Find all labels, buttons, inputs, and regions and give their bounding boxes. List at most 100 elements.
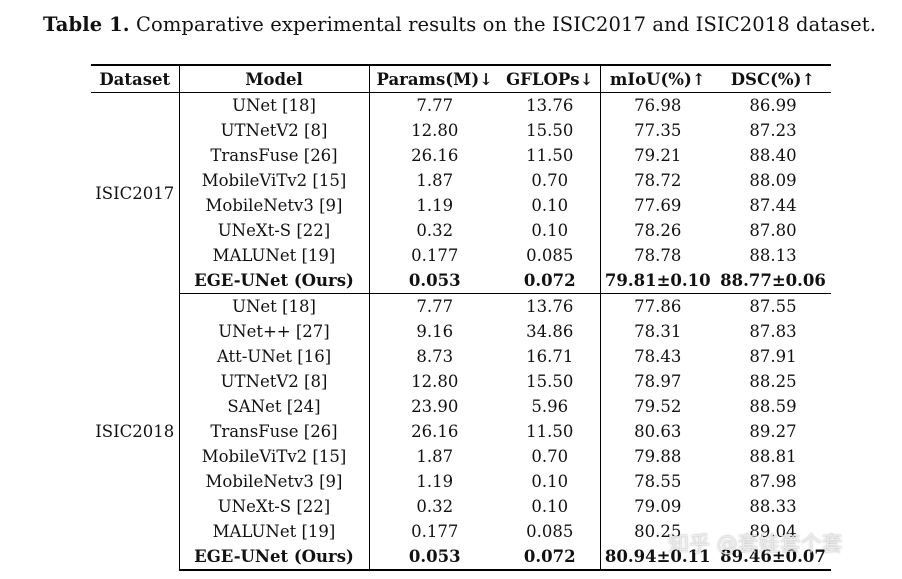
miou-cell: 80.25: [634, 522, 682, 541]
dsc-cell: 89.46±0.07: [715, 544, 831, 571]
table-row: MobileNetv3 [9] 1.19 0.10 78.55 87.98: [91, 469, 831, 494]
header-miou: mIoU(%)↑: [600, 64, 715, 93]
dsc-cell: 88.59: [749, 397, 797, 416]
miou-cell: 79.21: [634, 146, 682, 165]
miou-cell: 78.72: [634, 171, 682, 190]
dsc-cell: 88.13: [749, 246, 797, 265]
dsc-cell: 88.33: [749, 497, 797, 516]
miou-cell: 76.98: [634, 96, 682, 115]
model-cell: UTNetV2 [8]: [179, 369, 370, 394]
model-cell: UNet++ [27]: [179, 319, 370, 344]
dsc-cell: 87.55: [749, 297, 797, 316]
table-row: SANet [24] 23.90 5.96 79.52 88.59: [91, 394, 831, 419]
table-row: MobileNetv3 [9] 1.19 0.10 77.69 87.44: [91, 193, 831, 218]
dsc-cell: 87.23: [749, 121, 797, 140]
gflops-cell: 5.96: [500, 394, 601, 419]
dsc-cell: 87.80: [749, 221, 797, 240]
table-row: UNeXt-S [22] 0.32 0.10 78.26 87.80: [91, 218, 831, 243]
table-row: MALUNet [19] 0.177 0.085 78.78 88.13: [91, 243, 831, 268]
gflops-cell: 11.50: [500, 419, 601, 444]
params-cell: 12.80: [411, 121, 459, 140]
model-cell: MobileViTv2 [15]: [179, 168, 370, 193]
miou-cell: 80.94±0.11: [600, 544, 715, 571]
miou-cell: 78.31: [634, 322, 682, 341]
results-table-container: Dataset Model Params(M)↓ GFLOPs↓ mIoU(%)…: [91, 64, 831, 571]
miou-cell: 79.09: [634, 497, 682, 516]
dsc-cell: 88.77±0.06: [715, 268, 831, 294]
model-cell: MALUNet [19]: [179, 243, 370, 268]
model-cell: MALUNet [19]: [179, 519, 370, 544]
caption-text: Comparative experimental results on the …: [129, 13, 876, 36]
params-cell: 0.177: [411, 522, 459, 541]
dsc-cell: 86.99: [749, 96, 797, 115]
model-cell: UNet [18]: [179, 92, 370, 118]
dataset-cell: ISIC2017: [91, 92, 180, 294]
dsc-cell: 88.25: [749, 372, 797, 391]
gflops-cell: 0.10: [500, 494, 601, 519]
miou-cell: 79.88: [634, 447, 682, 466]
model-cell: MobileNetv3 [9]: [179, 469, 370, 494]
params-cell: 1.19: [416, 472, 454, 491]
model-cell: UNeXt-S [22]: [179, 494, 370, 519]
header-model: Model: [179, 64, 370, 93]
gflops-cell: 0.085: [500, 519, 601, 544]
table-row: ISIC2018 UNet [18] 7.77 13.76 77.86 87.55: [91, 293, 831, 570]
params-cell: 1.19: [416, 196, 454, 215]
table-row: UTNetV2 [8] 12.80 15.50 78.97 88.25: [91, 369, 831, 394]
dsc-cell: 87.44: [749, 196, 797, 215]
model-cell: UNeXt-S [22]: [179, 218, 370, 243]
dsc-cell: 88.81: [749, 447, 797, 466]
miou-cell: 77.69: [634, 196, 682, 215]
miou-cell: 80.63: [634, 422, 682, 441]
params-cell: 26.16: [411, 422, 459, 441]
miou-cell: 78.26: [634, 221, 682, 240]
table-row: EGE-UNet (Ours) 0.053 0.072 80.94±0.11 89.46…: [91, 544, 831, 571]
dsc-cell: 88.40: [749, 146, 797, 165]
table-caption: Table 1. Comparative experimental result…: [43, 13, 893, 36]
params-cell: 23.90: [411, 397, 459, 416]
model-cell: TransFuse [26]: [179, 419, 370, 444]
gflops-cell: 0.10: [500, 218, 601, 243]
gflops-cell: 13.76: [500, 92, 601, 118]
gflops-cell: 0.072: [500, 268, 601, 294]
miou-cell: 77.86: [634, 297, 682, 316]
params-cell: 0.32: [416, 497, 454, 516]
gflops-cell: 34.86: [500, 319, 601, 344]
header-row: Dataset Model Params(M)↓ GFLOPs↓ mIoU(%)…: [91, 64, 831, 93]
table-row: UTNetV2 [8] 12.80 15.50 77.35 87.23: [91, 118, 831, 143]
params-cell: 0.177: [411, 246, 459, 265]
model-cell: SANet [24]: [179, 394, 370, 419]
header-params: Params(M)↓: [369, 64, 500, 93]
params-cell: 12.80: [411, 372, 459, 391]
model-cell: EGE-UNet (Ours): [179, 268, 370, 294]
params-cell: 26.16: [411, 146, 459, 165]
results-table: Dataset Model Params(M)↓ GFLOPs↓ mIoU(%)…: [91, 64, 831, 571]
dataset-cell: ISIC2018: [91, 293, 180, 570]
params-cell: 7.77: [416, 96, 454, 115]
gflops-cell: 0.70: [500, 444, 601, 469]
miou-cell: 79.52: [634, 397, 682, 416]
gflops-cell: 0.10: [500, 193, 601, 218]
dsc-cell: 87.91: [749, 347, 797, 366]
gflops-cell: 0.072: [500, 544, 601, 571]
params-cell: 0.053: [369, 268, 500, 294]
gflops-cell: 15.50: [500, 369, 601, 394]
model-cell: Att-UNet [16]: [179, 344, 370, 369]
miou-cell: 78.55: [634, 472, 682, 491]
model-cell: MobileNetv3 [9]: [179, 193, 370, 218]
table-row: UNeXt-S [22] 0.32 0.10 79.09 88.33: [91, 494, 831, 519]
miou-cell: 78.78: [634, 246, 682, 265]
header-dsc: DSC(%)↑: [715, 64, 831, 93]
miou-cell: 79.81±0.10: [600, 268, 715, 294]
params-cell: 8.73: [416, 347, 454, 366]
params-cell: 0.32: [416, 221, 454, 240]
header-dataset: Dataset: [91, 64, 180, 93]
table-row: EGE-UNet (Ours) 0.053 0.072 79.81±0.10 88.77…: [91, 268, 831, 294]
gflops-cell: 15.50: [500, 118, 601, 143]
gflops-cell: 0.70: [500, 168, 601, 193]
header-gflops: GFLOPs↓: [500, 64, 601, 93]
params-cell: 1.87: [416, 171, 454, 190]
table-row: MobileViTv2 [15] 1.87 0.70 78.72 88.09: [91, 168, 831, 193]
dsc-cell: 89.27: [749, 422, 797, 441]
table-row: UNet++ [27] 9.16 34.86 78.31 87.83: [91, 319, 831, 344]
